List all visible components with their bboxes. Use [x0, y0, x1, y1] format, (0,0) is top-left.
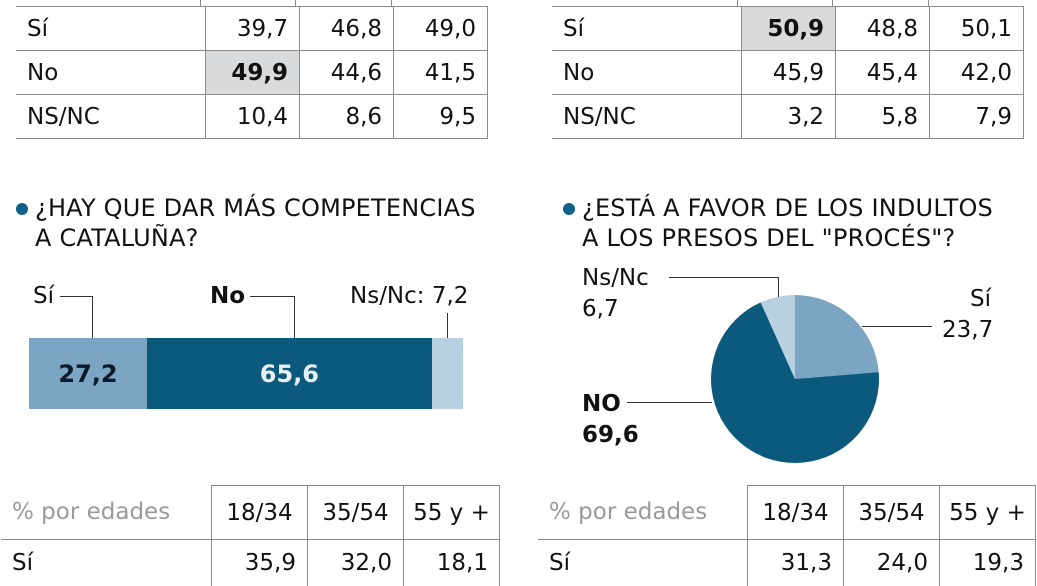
pie-label-nsnc: Ns/Nc — [582, 264, 649, 292]
table-row: Sí 39,7 46,8 49,0 — [16, 7, 488, 51]
row-label: No — [552, 51, 741, 95]
title-line: A CATALUÑA? — [35, 223, 476, 253]
table-row: No 45,9 45,4 42,0 — [552, 51, 1024, 95]
cell-highlighted: 49,9 — [205, 51, 299, 95]
bar-value-si: 27,2 — [58, 360, 117, 388]
table-row: Sí 50,9 48,8 50,1 — [552, 7, 1024, 51]
cell: 48,8 — [836, 7, 930, 51]
pie-chart — [700, 284, 890, 474]
top-left-table: Sí 39,7 46,8 49,0 No 49,9 44,6 41,5 NS/N… — [16, 6, 488, 139]
title-line: A LOS PRESOS DEL "PROCÉS"? — [582, 223, 993, 253]
table-row: No 49,9 44,6 41,5 — [16, 51, 488, 95]
table-row: NS/NC 10,4 8,6 9,5 — [16, 95, 488, 139]
cell: 42,0 — [930, 51, 1024, 95]
top-right-table: Sí 50,9 48,8 50,1 No 45,9 45,4 42,0 NS/N… — [552, 6, 1024, 139]
table-row: Sí 35,9 32,0 18,1 — [1, 540, 500, 586]
table-divider — [200, 0, 201, 6]
table-row: NS/NC 3,2 5,8 7,9 — [552, 95, 1024, 139]
table-divider — [928, 0, 929, 6]
cell: 35,9 — [212, 540, 308, 586]
pie-value-nsnc: 6,7 — [582, 295, 619, 323]
pie-label-si: Sí — [970, 285, 991, 313]
cell: 3,2 — [741, 95, 835, 139]
bullet-icon — [563, 203, 575, 215]
cell: 50,1 — [930, 7, 1024, 51]
leader-line — [778, 277, 779, 297]
pie-label-no: NO — [582, 390, 621, 418]
bar-label-nsnc: Ns/Nc: 7,2 — [350, 282, 468, 310]
cell: 46,8 — [300, 7, 394, 51]
cell: 39,7 — [205, 7, 299, 51]
leader-line — [60, 296, 93, 297]
cell: 19,3 — [940, 540, 1036, 586]
cell: 31,3 — [748, 540, 844, 586]
table-divider — [832, 0, 833, 6]
cell: 5,8 — [836, 95, 930, 139]
bullet-icon — [16, 203, 28, 215]
column-header: 18/34 — [212, 486, 308, 540]
table-divider — [737, 0, 738, 6]
age-caption: % por edades — [1, 486, 212, 540]
age-table-left: % por edades 18/34 35/54 55 y + Sí 35,9 … — [1, 485, 500, 586]
bar-segment-si: 27,2 — [29, 338, 147, 409]
age-caption: % por edades — [538, 486, 748, 540]
stacked-bar: 27,2 65,6 — [29, 338, 463, 409]
bar-label-no: No — [210, 282, 245, 310]
column-header: 55 y + — [940, 486, 1036, 540]
pie-slice-si — [795, 295, 879, 379]
table-header-row: % por edades 18/34 35/54 55 y + — [1, 486, 500, 540]
bar-segment-nsnc — [432, 338, 463, 409]
title-line: ¿ESTÁ A FAVOR DE LOS INDULTOS — [582, 193, 993, 223]
row-label: Sí — [1, 540, 212, 586]
cell: 10,4 — [205, 95, 299, 139]
table-divider — [295, 0, 296, 6]
column-header: 55 y + — [404, 486, 500, 540]
bar-chart-title: ¿HAY QUE DAR MÁS COMPETENCIAS A CATALUÑA… — [35, 193, 476, 253]
cell: 24,0 — [844, 540, 940, 586]
column-header: 35/54 — [308, 486, 404, 540]
cell: 45,4 — [836, 51, 930, 95]
leader-line — [447, 313, 448, 338]
table-row: Sí 31,3 24,0 19,3 — [538, 540, 1036, 586]
age-table-right: % por edades 18/34 35/54 55 y + Sí 31,3 … — [538, 485, 1036, 586]
cell: 44,6 — [300, 51, 394, 95]
row-label: NS/NC — [552, 95, 741, 139]
cell: 32,0 — [308, 540, 404, 586]
column-header: 35/54 — [844, 486, 940, 540]
bar-segment-no: 65,6 — [147, 338, 432, 409]
pie-value-no: 69,6 — [582, 421, 639, 449]
pie-chart-title: ¿ESTÁ A FAVOR DE LOS INDULTOS A LOS PRES… — [582, 193, 993, 253]
table-header-row: % por edades 18/34 35/54 55 y + — [538, 486, 1036, 540]
cell: 45,9 — [741, 51, 835, 95]
table-divider — [391, 0, 392, 6]
bar-label-si: Sí — [33, 282, 54, 310]
cell: 18,1 — [404, 540, 500, 586]
cell: 49,0 — [394, 7, 488, 51]
cell: 8,6 — [300, 95, 394, 139]
cell: 9,5 — [394, 95, 488, 139]
column-header: 18/34 — [748, 486, 844, 540]
row-label: NS/NC — [16, 95, 205, 139]
cell: 7,9 — [930, 95, 1024, 139]
pie-value-si: 23,7 — [942, 316, 993, 344]
leader-line — [294, 296, 295, 338]
row-label: Sí — [552, 7, 741, 51]
title-line: ¿HAY QUE DAR MÁS COMPETENCIAS — [35, 193, 476, 223]
leader-line — [669, 277, 779, 278]
row-label: Sí — [16, 7, 205, 51]
leader-line — [862, 326, 932, 327]
bar-value-no: 65,6 — [260, 360, 319, 388]
leader-line — [627, 402, 712, 403]
row-label: Sí — [538, 540, 748, 586]
leader-line — [92, 296, 93, 338]
row-label: No — [16, 51, 205, 95]
leader-line — [250, 296, 295, 297]
cell: 41,5 — [394, 51, 488, 95]
cell-highlighted: 50,9 — [741, 7, 835, 51]
